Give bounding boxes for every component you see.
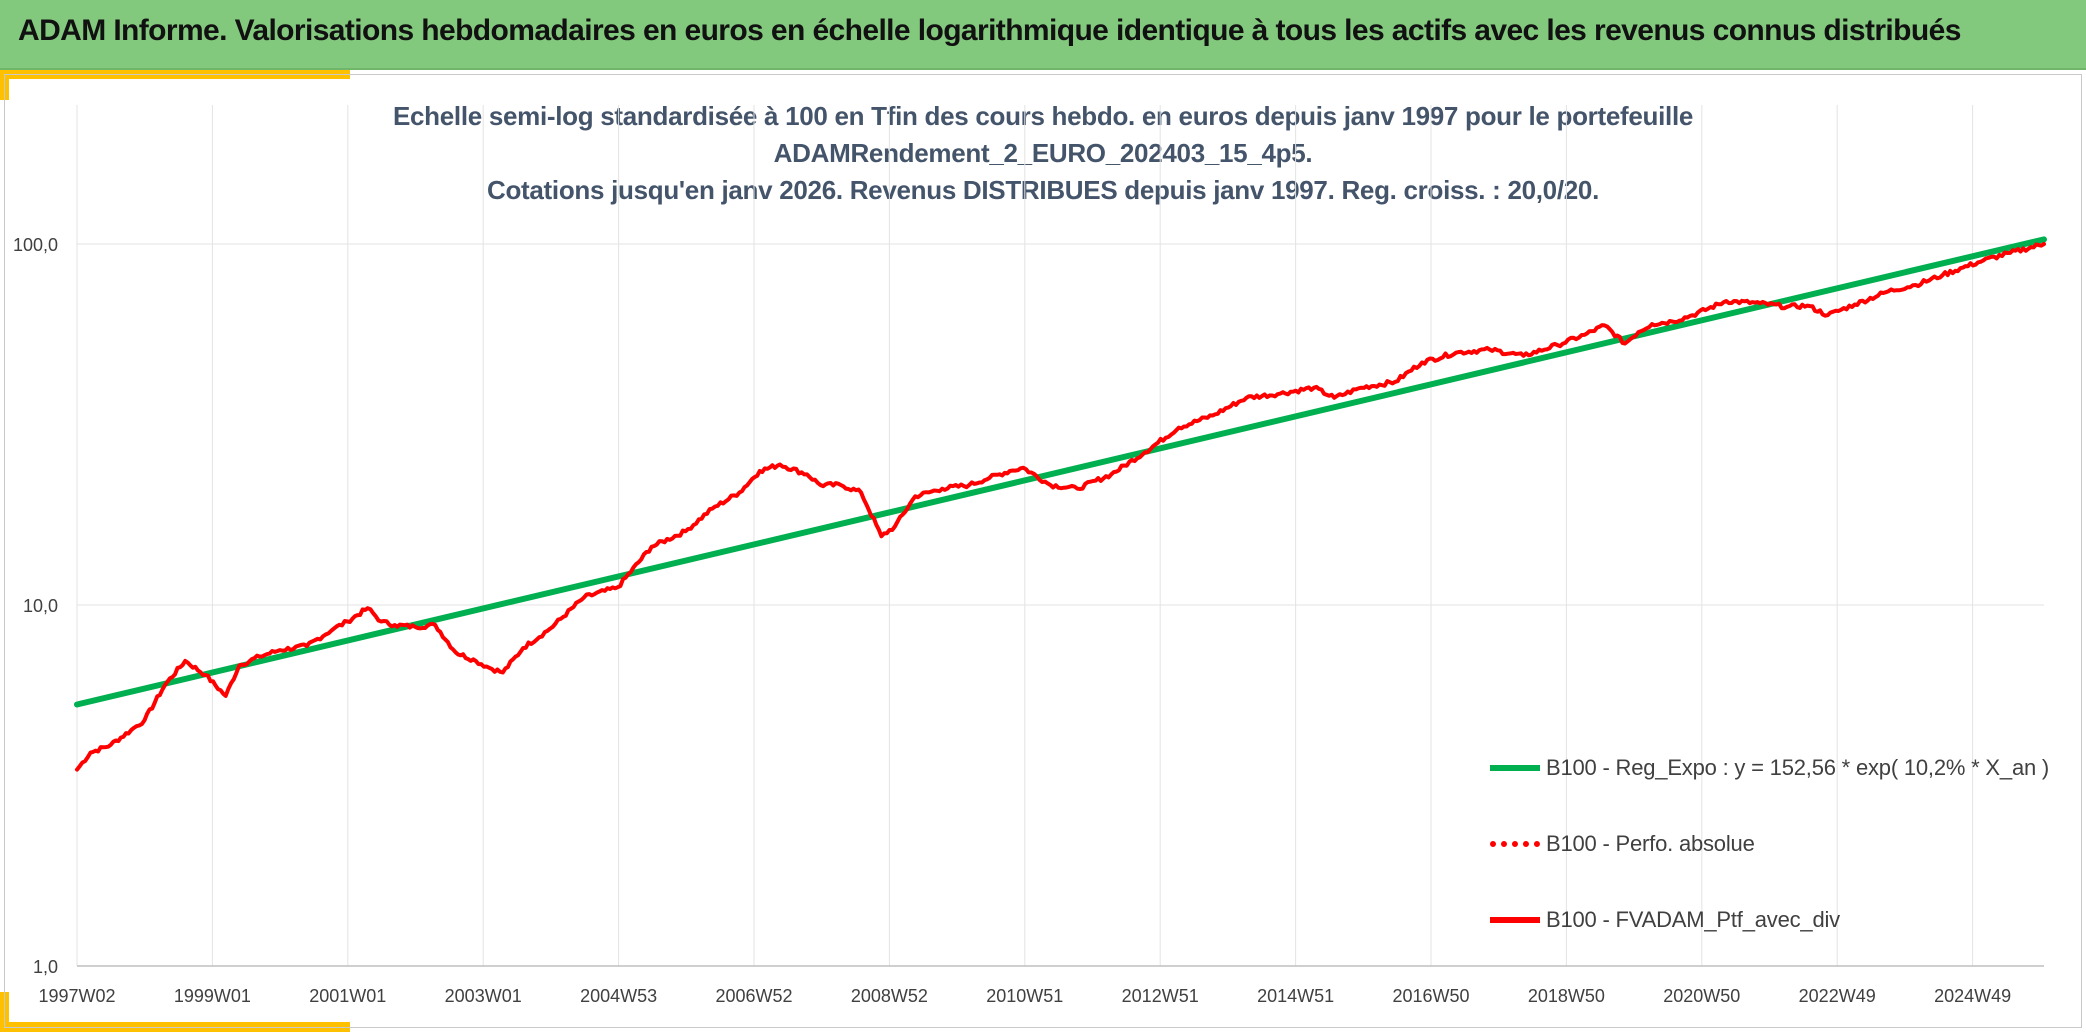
page-title: ADAM Informe. Valorisations hebdomadaire… xyxy=(18,14,1961,47)
x-axis-tick-labels: 1997W02 1999W01 2001W01 2003W01 2004W53 2006W… xyxy=(38,986,2011,1006)
legend-item-ptf-avec-div: B100 - FVADAM_Ptf_avec_div xyxy=(1490,882,2050,958)
series-line-reg-expo xyxy=(74,236,2047,708)
x-tick-label: 2014W51 xyxy=(1257,986,1334,1006)
y-tick-label: 100,0 xyxy=(13,235,58,255)
x-tick-label: 2001W01 xyxy=(309,986,386,1006)
series-lines xyxy=(74,236,2047,772)
x-tick-label: 2022W49 xyxy=(1799,986,1876,1006)
horizontal-gridlines xyxy=(77,243,2044,967)
chart-title-line-2: ADAMRendement_2_EURO_202403_15_4p5. xyxy=(773,138,1313,168)
y-axis-tick-labels: 1,0 10,0 100,0 xyxy=(13,235,58,977)
y-tick-label: 1,0 xyxy=(33,957,58,977)
header-bar: ADAM Informe. Valorisations hebdomadaire… xyxy=(0,0,2086,70)
chart-title-line-1: Echelle semi-log standardisée à 100 en T… xyxy=(392,101,1694,131)
x-tick-label: 2003W01 xyxy=(445,986,522,1006)
x-tick-label: 1999W01 xyxy=(174,986,251,1006)
legend-swatch-perfo-absolue xyxy=(1490,841,1540,847)
x-tick-label: 1997W02 xyxy=(38,986,115,1006)
x-tick-label: 2016W50 xyxy=(1392,986,1469,1006)
x-tick-label: 2020W50 xyxy=(1663,986,1740,1006)
x-tick-label: 2012W51 xyxy=(1122,986,1199,1006)
x-tick-label: 2006W52 xyxy=(715,986,792,1006)
vertical-gridlines xyxy=(76,105,1974,966)
x-tick-label: 2024W49 xyxy=(1934,986,2011,1006)
x-tick-label: 2008W52 xyxy=(851,986,928,1006)
legend-swatch-ptf-avec-div xyxy=(1490,917,1540,923)
series-line-ptf-avec-div xyxy=(75,242,2046,772)
y-tick-label: 10,0 xyxy=(23,596,58,616)
legend-label-ptf-avec-div: B100 - FVADAM_Ptf_avec_div xyxy=(1546,907,1840,932)
chart-title: Echelle semi-log standardisée à 100 en T… xyxy=(0,98,2086,209)
x-tick-label: 2018W50 xyxy=(1528,986,1605,1006)
legend: B100 - Reg_Expo : y = 152,56 * exp( 10,2… xyxy=(1490,730,2050,958)
legend-swatch-reg-expo xyxy=(1490,765,1540,771)
legend-item-reg-expo: B100 - Reg_Expo : y = 152,56 * exp( 10,2… xyxy=(1490,730,2050,806)
x-tick-label: 2010W51 xyxy=(986,986,1063,1006)
legend-item-perfo-absolue: B100 - Perfo. absolue xyxy=(1490,806,2050,882)
legend-label-perfo-absolue: B100 - Perfo. absolue xyxy=(1546,831,1755,856)
legend-label-reg-expo: B100 - Reg_Expo : y = 152,56 * exp( 10,2… xyxy=(1546,755,2050,780)
chart-frame xyxy=(4,74,2082,1028)
x-tick-label: 2004W53 xyxy=(580,986,657,1006)
chart-title-line-3: Cotations jusqu'en janv 2026. Revenus DI… xyxy=(486,175,1600,205)
